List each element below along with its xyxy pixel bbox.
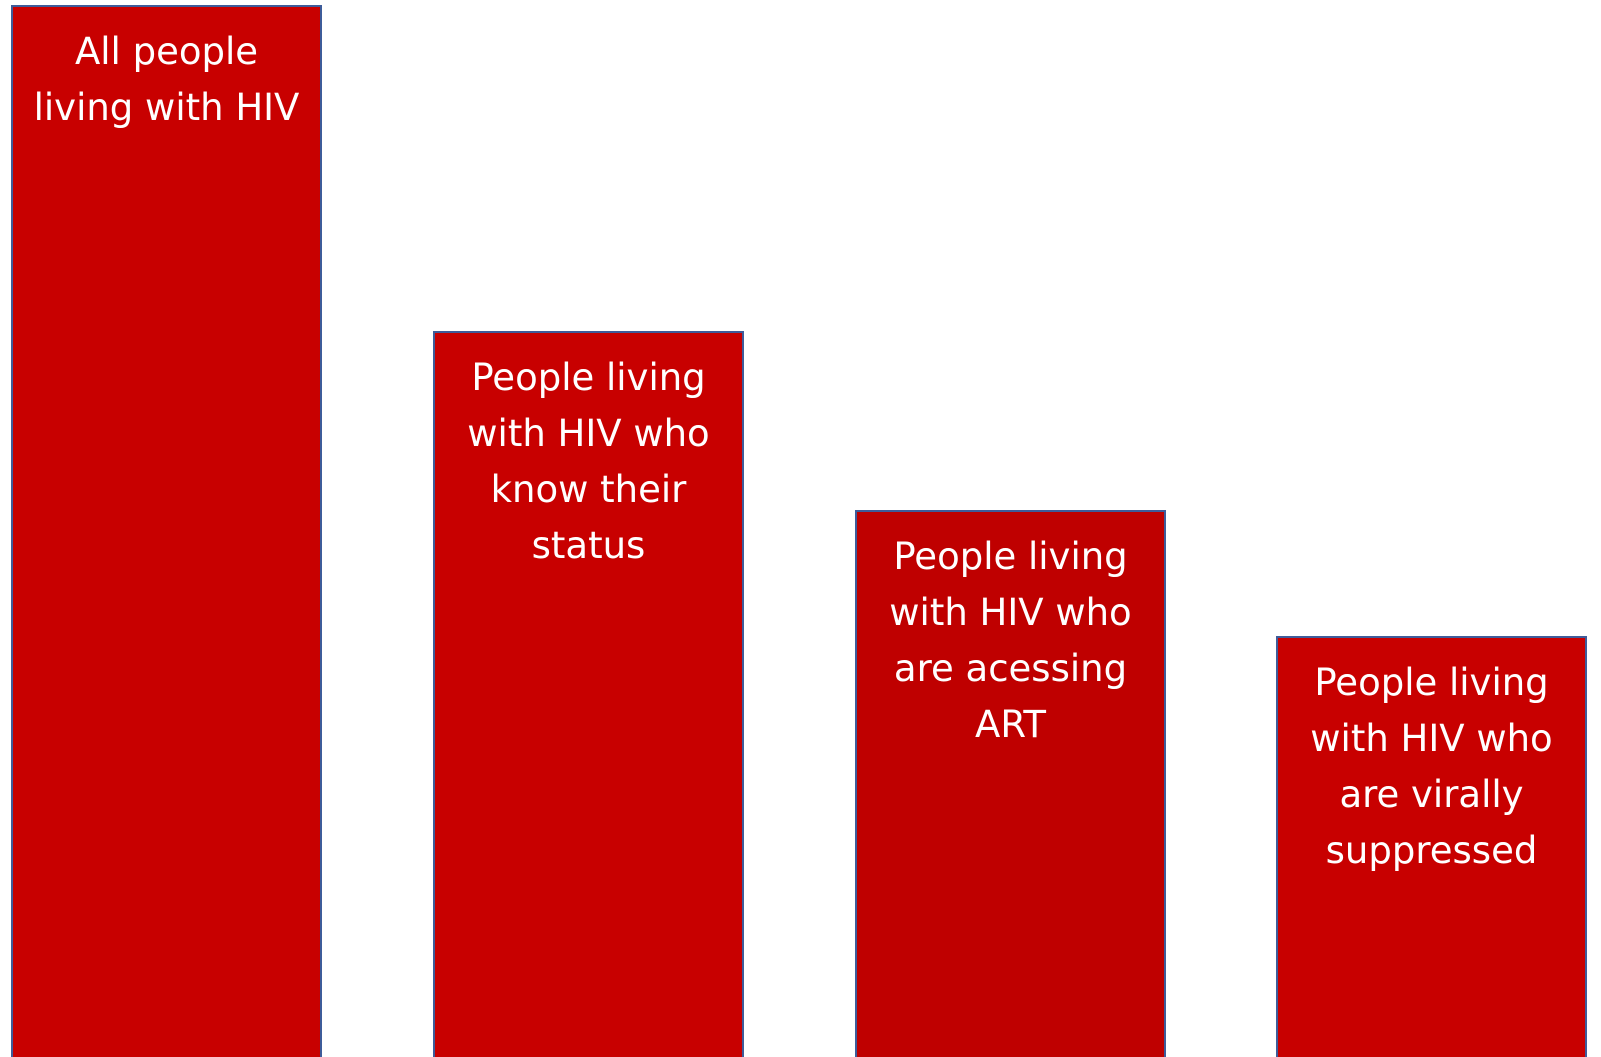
bar-label-1: All people living with HIV (33, 30, 300, 129)
bar-1: All people living with HIV (11, 5, 322, 1057)
bar-label-2: People living with HIV who know their st… (467, 356, 710, 568)
bar-3: People living with HIV who are acessing … (855, 509, 1166, 1057)
bar-label-3: People living with HIV who are acessing … (889, 534, 1132, 746)
bar-4: People living with HIV who are virally s… (1276, 636, 1587, 1057)
bar-2: People living with HIV who know their st… (433, 331, 744, 1057)
bar-label-4: People living with HIV who are virally s… (1310, 661, 1553, 873)
